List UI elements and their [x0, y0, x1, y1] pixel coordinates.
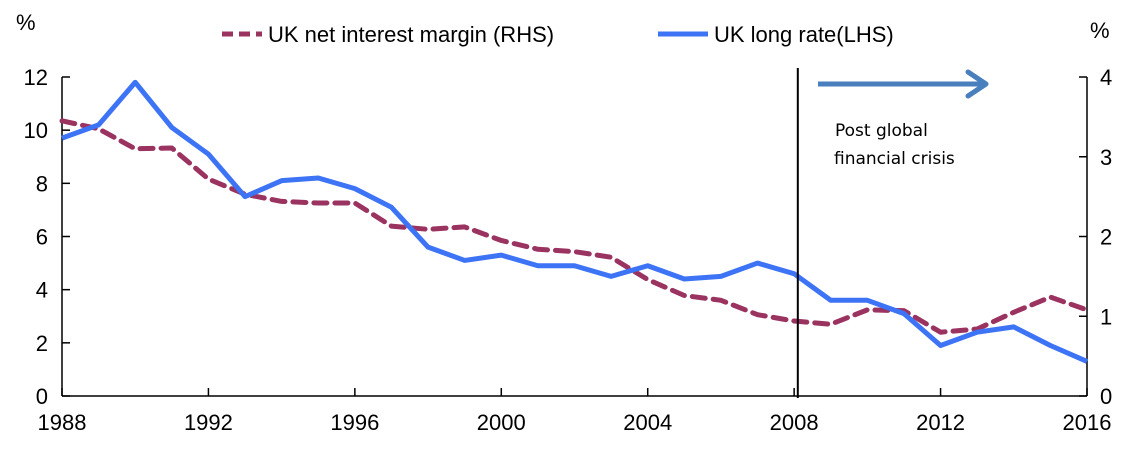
- x-tick-label: 1992: [184, 410, 233, 435]
- x-tick-label: 2016: [1063, 410, 1112, 435]
- left-tick-label: 2: [36, 331, 48, 356]
- x-tick-label: 1996: [330, 410, 379, 435]
- x-tick-label: 1988: [38, 410, 87, 435]
- left-tick-label: 4: [36, 278, 48, 303]
- left-tick-label: 12: [24, 65, 48, 90]
- right-axis-unit: %: [1090, 18, 1110, 43]
- x-tick-label: 2004: [623, 410, 672, 435]
- x-tick-label: 2008: [770, 410, 819, 435]
- left-tick-label: 6: [36, 225, 48, 250]
- legend: UK net interest margin (RHS) UK long rat…: [222, 22, 894, 47]
- legend-label-nim: UK net interest margin (RHS): [268, 22, 554, 47]
- series-line-long-rate: [61, 79, 1088, 364]
- x-tick-label: 2012: [916, 410, 965, 435]
- annotation: Post global financial crisis: [796, 68, 989, 398]
- left-tick-label: 0: [36, 384, 48, 409]
- right-tick-label: 3: [1100, 145, 1112, 170]
- left-axis-unit: %: [16, 10, 36, 35]
- right-tick-label: 1: [1100, 304, 1112, 329]
- left-tick-label: 10: [24, 118, 48, 143]
- left-tick-label: 8: [36, 171, 48, 196]
- right-tick-label: 2: [1100, 225, 1112, 250]
- annotation-text-line2: financial crisis: [834, 149, 955, 169]
- legend-label-long-rate: UK long rate(LHS): [714, 22, 894, 47]
- arrow-right-icon: [818, 69, 989, 99]
- annotation-text-line1: Post global: [835, 121, 928, 141]
- right-tick-label: 4: [1100, 65, 1112, 90]
- x-tick-label: 2000: [477, 410, 526, 435]
- right-tick-label: 0: [1100, 384, 1112, 409]
